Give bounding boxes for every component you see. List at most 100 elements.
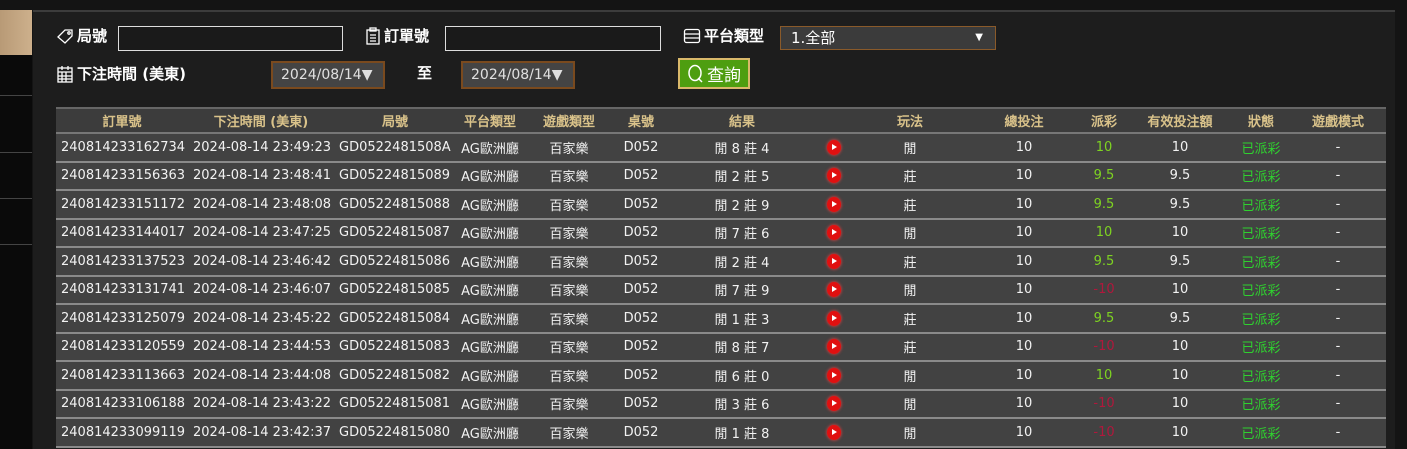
column-header: 結果: [668, 107, 816, 134]
table-row: 240814233156363 2024-08-14 23:48:41 GD0522…: [56, 161, 1386, 191]
cell-table-no: D052: [614, 161, 668, 191]
cell-status: 已派彩: [1232, 332, 1290, 362]
calendar-icon: [57, 65, 73, 83]
cell-total-bet: 10: [968, 161, 1080, 191]
cell-platform: AG歐洲廳: [456, 133, 524, 163]
cell-result: 閒 1 莊 8: [668, 418, 816, 448]
cell-status: 已派彩: [1232, 418, 1290, 448]
table-row: 240814233099119 2024-08-14 23:42:37 GD0522…: [56, 418, 1386, 448]
column-header: 遊戲模式: [1290, 107, 1386, 134]
cell-game-type: 百家樂: [524, 361, 614, 391]
replay-cell: [816, 190, 852, 220]
cell-game-type: 百家樂: [524, 304, 614, 334]
replay-cell: [816, 332, 852, 362]
column-header: 玩法: [852, 107, 968, 134]
cell-platform: AG歐洲廳: [456, 332, 524, 362]
cell-table-no: D052: [614, 418, 668, 448]
table-row: 240814233120559 2024-08-14 23:44:53 GD0522…: [56, 332, 1386, 362]
cell-play-mode: 閒: [852, 418, 968, 448]
cell-round-id: GD05224815085: [334, 275, 456, 305]
cell-valid-bet: 10: [1128, 275, 1232, 305]
cell-play-mode: 莊: [852, 332, 968, 362]
sidebar-divider: [0, 244, 32, 245]
cell-payout: 9.5: [1080, 190, 1128, 220]
cell-order-id: 240814233162734: [56, 133, 188, 163]
column-header: [816, 107, 852, 134]
play-video-icon[interactable]: [827, 396, 841, 412]
date-from-select[interactable]: 2024/08/14▼: [271, 61, 385, 89]
play-video-icon[interactable]: [827, 339, 841, 355]
table-row: 240814233131741 2024-08-14 23:46:07 GD0522…: [56, 275, 1386, 305]
play-video-icon[interactable]: [827, 253, 841, 269]
play-video-icon[interactable]: [827, 225, 841, 241]
play-video-icon[interactable]: [827, 282, 841, 298]
play-video-icon[interactable]: [827, 196, 841, 212]
tag-icon: [57, 28, 73, 44]
cell-game-mode: -: [1290, 190, 1386, 220]
sidebar-active-tab[interactable]: [0, 10, 32, 55]
cell-order-id: 240814233137523: [56, 247, 188, 277]
cell-round-id: GD05224815082: [334, 361, 456, 391]
round-input[interactable]: [118, 26, 343, 51]
cell-result: 閒 7 莊 9: [668, 275, 816, 305]
cell-order-id: 240814233151172: [56, 190, 188, 220]
cell-valid-bet: 10: [1128, 218, 1232, 248]
column-header: 平台類型: [456, 107, 524, 134]
cell-table-no: D052: [614, 304, 668, 334]
cell-payout: -10: [1080, 418, 1128, 448]
replay-cell: [816, 304, 852, 334]
order-label: 訂單號: [365, 25, 429, 46]
platform-label: 平台類型: [683, 25, 764, 46]
play-video-icon[interactable]: [827, 168, 841, 184]
table-row: 240814233137523 2024-08-14 23:46:42 GD0522…: [56, 247, 1386, 277]
cell-order-id: 240814233106188: [56, 389, 188, 419]
cell-result: 閒 1 莊 3: [668, 304, 816, 334]
search-icon: [688, 64, 703, 83]
cell-platform: AG歐洲廳: [456, 247, 524, 277]
date-to-select[interactable]: 2024/08/14▼: [461, 61, 575, 89]
table-row: 240814233113663 2024-08-14 23:44:08 GD0522…: [56, 361, 1386, 391]
cell-result: 閒 2 莊 9: [668, 190, 816, 220]
cell-status: 已派彩: [1232, 218, 1290, 248]
cell-valid-bet: 10: [1128, 418, 1232, 448]
column-header: 桌號: [614, 107, 668, 134]
to-label: 至: [417, 64, 433, 82]
cell-bet-time: 2024-08-14 23:45:22: [188, 304, 334, 334]
play-video-icon[interactable]: [827, 310, 841, 326]
play-video-icon[interactable]: [827, 367, 841, 383]
list-icon: [683, 28, 701, 43]
play-video-icon[interactable]: [827, 139, 841, 155]
platform-select[interactable]: 1.全部 ▼: [780, 26, 996, 50]
column-header: 狀態: [1232, 107, 1290, 134]
query-button[interactable]: 查詢: [678, 58, 750, 89]
cell-game-mode: -: [1290, 275, 1386, 305]
cell-game-mode: -: [1290, 247, 1386, 277]
cell-total-bet: 10: [968, 218, 1080, 248]
table-row: 240814233125079 2024-08-14 23:45:22 GD0522…: [56, 304, 1386, 334]
cell-round-id: GD05224815088: [334, 190, 456, 220]
sidebar: [0, 10, 32, 449]
cell-game-mode: -: [1290, 418, 1386, 448]
cell-result: 閒 6 莊 0: [668, 361, 816, 391]
column-header: 訂單號: [56, 107, 188, 134]
cell-game-type: 百家樂: [524, 161, 614, 191]
cell-total-bet: 10: [968, 247, 1080, 277]
cell-valid-bet: 9.5: [1128, 190, 1232, 220]
play-video-icon[interactable]: [827, 424, 841, 440]
cell-valid-bet: 10: [1128, 133, 1232, 163]
replay-cell: [816, 361, 852, 391]
cell-order-id: 240814233125079: [56, 304, 188, 334]
cell-status: 已派彩: [1232, 275, 1290, 305]
cell-bet-time: 2024-08-14 23:47:25: [188, 218, 334, 248]
clipboard-icon: [366, 26, 380, 45]
cell-play-mode: 閒: [852, 389, 968, 419]
order-input[interactable]: [445, 26, 661, 51]
cell-valid-bet: 10: [1128, 361, 1232, 391]
cell-table-no: D052: [614, 218, 668, 248]
cell-play-mode: 莊: [852, 304, 968, 334]
cell-order-id: 240814233156363: [56, 161, 188, 191]
cell-valid-bet: 9.5: [1128, 304, 1232, 334]
cell-play-mode: 莊: [852, 247, 968, 277]
cell-round-id: GD05224815086: [334, 247, 456, 277]
cell-bet-time: 2024-08-14 23:46:07: [188, 275, 334, 305]
